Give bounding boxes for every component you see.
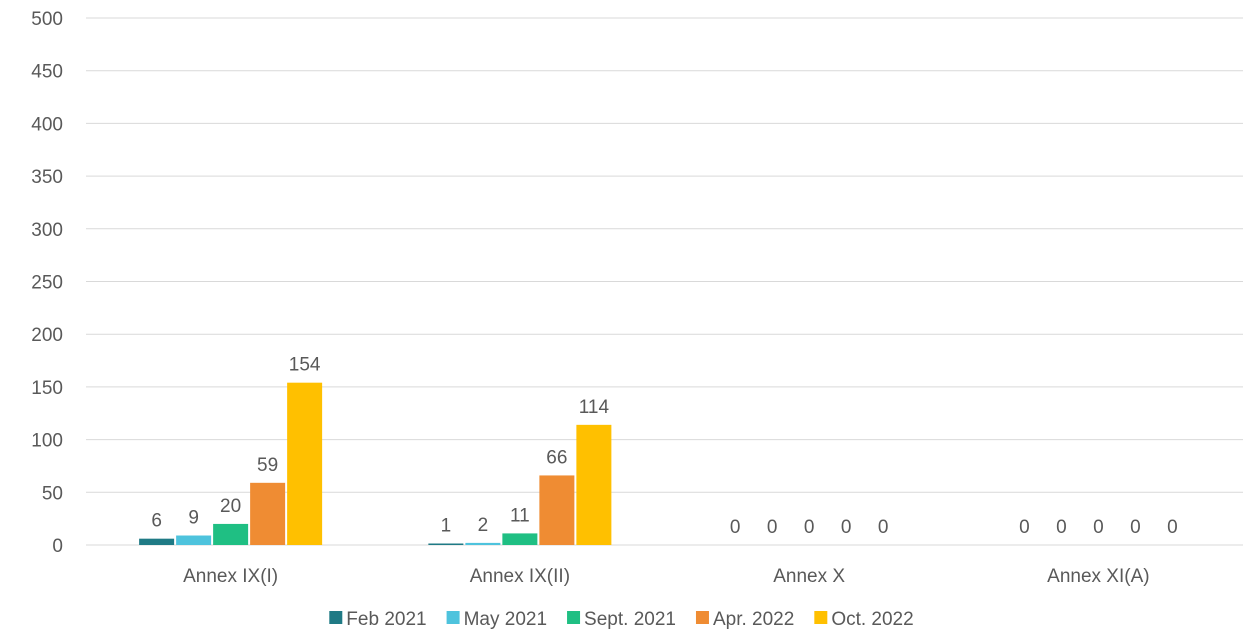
bar bbox=[250, 482, 286, 545]
y-axis: 0 50 100 150 200 250 300 350 400 450 500 bbox=[31, 9, 63, 557]
legend-label: Sept. 2021 bbox=[584, 609, 676, 630]
x-axis: Annex IX(I) Annex IX(II) Annex X Annex XI(A… bbox=[183, 566, 1149, 587]
bar bbox=[539, 475, 575, 545]
y-tick-label: 350 bbox=[31, 167, 63, 188]
data-label: 6 bbox=[151, 511, 162, 532]
bar bbox=[287, 382, 323, 545]
data-labels: 6 9 20 59 154 1 2 11 66 114 0 0 0 0 0 0 0 0 0 0 bbox=[151, 355, 1177, 538]
legend-swatch bbox=[446, 611, 460, 624]
bar bbox=[428, 543, 464, 545]
bar bbox=[139, 538, 175, 545]
y-tick-label: 400 bbox=[31, 114, 63, 135]
data-label: 9 bbox=[188, 508, 199, 529]
legend-swatch bbox=[814, 611, 828, 624]
data-label: 20 bbox=[220, 496, 241, 517]
x-tick-label: Annex IX(II) bbox=[470, 566, 570, 587]
y-tick-label: 300 bbox=[31, 220, 63, 241]
legend-item: Oct. 2022 bbox=[814, 609, 914, 630]
x-tick-label: Annex IX(I) bbox=[183, 566, 278, 587]
y-tick-label: 150 bbox=[31, 378, 63, 399]
y-tick-label: 0 bbox=[52, 536, 63, 557]
data-label: 2 bbox=[478, 515, 489, 536]
y-tick-label: 250 bbox=[31, 273, 63, 294]
legend-swatch bbox=[695, 611, 709, 624]
data-label: 114 bbox=[579, 397, 610, 418]
plot-area bbox=[139, 382, 612, 545]
legend-item: May 2021 bbox=[446, 609, 547, 630]
bar bbox=[465, 542, 501, 545]
legend: Feb 2021 May 2021 Sept. 2021 Apr. 2022 Oct. … bbox=[329, 609, 914, 630]
legend-label: Apr. 2022 bbox=[713, 609, 794, 630]
legend-item: Apr. 2022 bbox=[695, 609, 794, 630]
data-label: 0 bbox=[730, 517, 741, 538]
legend-label: May 2021 bbox=[464, 609, 547, 630]
data-label: 59 bbox=[257, 455, 278, 476]
data-label: 66 bbox=[546, 447, 567, 468]
legend-item: Feb 2021 bbox=[329, 609, 427, 630]
y-tick-label: 500 bbox=[31, 9, 63, 30]
legend-item: Sept. 2021 bbox=[567, 609, 676, 630]
bar bbox=[502, 533, 538, 545]
data-label: 0 bbox=[1167, 517, 1178, 538]
y-tick-label: 100 bbox=[31, 431, 63, 452]
legend-swatch bbox=[567, 611, 581, 624]
data-label: 11 bbox=[510, 505, 530, 526]
data-label: 0 bbox=[767, 517, 778, 538]
data-label: 0 bbox=[1093, 517, 1104, 538]
y-tick-label: 50 bbox=[42, 483, 63, 504]
data-label: 0 bbox=[1056, 517, 1067, 538]
data-label: 154 bbox=[289, 355, 321, 376]
data-label: 0 bbox=[841, 517, 852, 538]
data-label: 0 bbox=[1130, 517, 1141, 538]
legend-label: Oct. 2022 bbox=[831, 609, 913, 630]
x-tick-label: Annex XI(A) bbox=[1047, 566, 1149, 587]
data-label: 0 bbox=[878, 517, 889, 538]
bar bbox=[176, 535, 212, 545]
x-tick-label: Annex X bbox=[773, 566, 845, 587]
legend-swatch bbox=[329, 611, 343, 624]
legend-label: Feb 2021 bbox=[346, 609, 426, 630]
data-label: 0 bbox=[1019, 517, 1030, 538]
y-tick-label: 200 bbox=[31, 325, 63, 346]
data-label: 1 bbox=[441, 516, 452, 537]
y-tick-label: 450 bbox=[31, 62, 63, 83]
bar bbox=[576, 424, 612, 545]
bar bbox=[213, 523, 249, 545]
data-label: 0 bbox=[804, 517, 815, 538]
